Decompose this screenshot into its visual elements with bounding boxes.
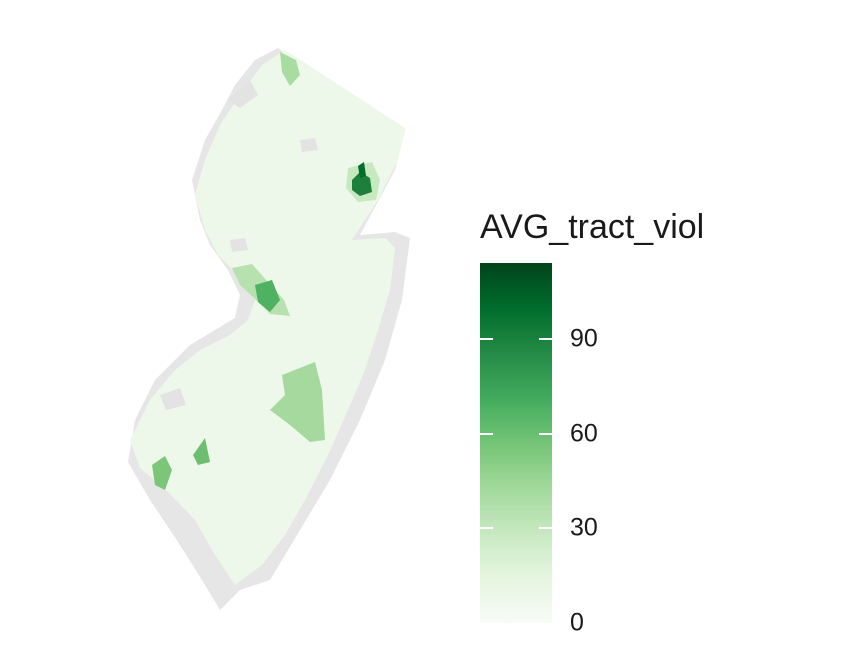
tract-newark-hot [352,172,372,196]
legend-tick-mark [539,432,552,435]
legend-tick-mark [480,527,493,530]
tract-newark-darkest [358,162,366,178]
legend-tick-mark [539,527,552,530]
tract-south-2 [152,456,172,490]
legend-title: AVG_tract_viol [480,208,705,246]
legend-tick-label: 30 [570,513,598,542]
legend-colorbar [480,263,552,623]
legend-tick-mark [480,432,493,435]
legend-tick-mark [539,337,552,340]
missing-patch [230,238,248,252]
legend-tick-label: 60 [570,419,598,448]
legend-tick-label: 90 [570,324,598,353]
tract-trenton-hot [255,280,280,312]
tract-pinelands [270,362,325,442]
legend-tick-label: 0 [570,608,584,637]
missing-patch [160,388,186,410]
tract-high-north [280,52,300,86]
tract-south-1 [193,438,210,465]
legend-tick-mark [480,337,493,340]
missing-patch [300,138,318,152]
missing-patch [228,80,258,108]
